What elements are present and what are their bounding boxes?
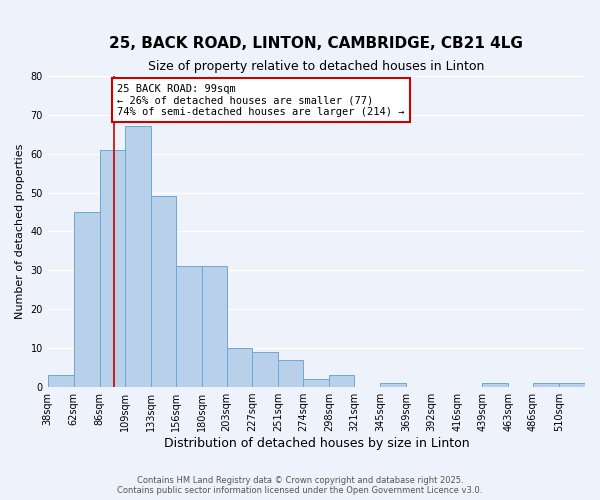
Title: Size of property relative to detached houses in Linton: Size of property relative to detached ho… bbox=[148, 60, 485, 73]
Bar bbox=[533, 383, 559, 387]
Bar bbox=[100, 150, 125, 387]
Text: Contains HM Land Registry data © Crown copyright and database right 2025.
Contai: Contains HM Land Registry data © Crown c… bbox=[118, 476, 482, 495]
Text: 25, BACK ROAD, LINTON, CAMBRIDGE, CB21 4LG: 25, BACK ROAD, LINTON, CAMBRIDGE, CB21 4… bbox=[109, 36, 523, 51]
Bar bbox=[482, 383, 508, 387]
Bar bbox=[253, 352, 278, 387]
Bar bbox=[559, 383, 585, 387]
Bar bbox=[74, 212, 100, 387]
X-axis label: Distribution of detached houses by size in Linton: Distribution of detached houses by size … bbox=[164, 437, 469, 450]
Bar bbox=[278, 360, 304, 387]
Bar bbox=[202, 266, 227, 387]
Bar bbox=[227, 348, 253, 387]
Bar bbox=[380, 383, 406, 387]
Bar bbox=[151, 196, 176, 387]
Bar bbox=[48, 376, 74, 387]
Bar bbox=[176, 266, 202, 387]
Bar bbox=[125, 126, 151, 387]
Bar bbox=[329, 376, 355, 387]
Bar bbox=[304, 380, 329, 387]
Y-axis label: Number of detached properties: Number of detached properties bbox=[15, 144, 25, 319]
Text: 25 BACK ROAD: 99sqm
← 26% of detached houses are smaller (77)
74% of semi-detach: 25 BACK ROAD: 99sqm ← 26% of detached ho… bbox=[117, 84, 404, 117]
